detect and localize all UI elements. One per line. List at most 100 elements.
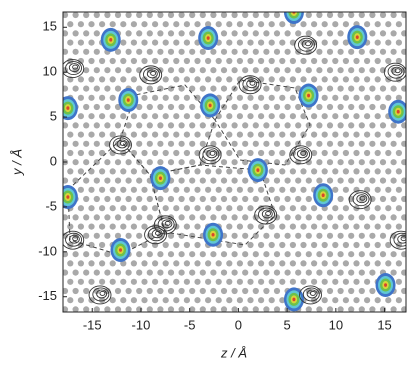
- lattice-dot: [88, 168, 95, 175]
- lattice-dot: [337, 306, 344, 312]
- lattice-dot: [99, 297, 106, 304]
- lattice-dot: [236, 241, 243, 249]
- lattice-dot: [146, 140, 153, 147]
- lattice-dot: [120, 297, 127, 304]
- lattice-dot: [332, 131, 339, 138]
- lattice-dot: [326, 48, 334, 55]
- lattice-dot: [258, 149, 265, 157]
- lattice-dot: [146, 195, 153, 203]
- lattice-dot: [311, 260, 318, 267]
- lattice-dot: [332, 297, 339, 304]
- lattice-dot: [194, 186, 201, 193]
- lattice-dot: [167, 232, 175, 239]
- lattice-dot: [268, 21, 275, 28]
- lattice-dot: [401, 177, 406, 184]
- lattice-dot: [374, 149, 381, 157]
- lattice-dot: [242, 30, 249, 37]
- lattice-dot: [311, 223, 318, 230]
- contour-level: [153, 215, 177, 235]
- lattice-dot: [247, 223, 254, 230]
- lattice-dot: [263, 251, 270, 258]
- density-blob: [298, 83, 319, 108]
- lattice-dot: [67, 241, 74, 249]
- lattice-dot: [231, 306, 238, 312]
- lattice-dot: [120, 21, 127, 28]
- lattice-dot: [220, 195, 228, 203]
- lattice-dot: [321, 21, 328, 28]
- lattice-dot: [77, 260, 84, 267]
- lattice-dot: [120, 278, 127, 285]
- lattice-dot: [348, 67, 355, 74]
- lattice-dot: [152, 149, 159, 157]
- lattice-dot: [210, 306, 217, 312]
- lattice-dot: [316, 177, 323, 184]
- lattice-dot: [231, 30, 238, 37]
- lattice-dot: [395, 149, 402, 157]
- lattice-dot: [258, 278, 265, 285]
- lattice-dot: [364, 57, 371, 65]
- density-blob: [198, 145, 222, 165]
- lattice-dot: [236, 186, 243, 193]
- lattice-dot: [157, 122, 164, 129]
- lattice-dot: [401, 195, 406, 203]
- lattice-dot: [99, 131, 106, 138]
- lattice-dot: [220, 140, 228, 147]
- lattice-dot: [236, 260, 243, 267]
- lattice-dot: [83, 251, 90, 258]
- lattice-dot: [321, 168, 328, 175]
- lattice-dot: [99, 260, 106, 267]
- lattice-dot: [205, 131, 212, 138]
- lattice-dot: [183, 39, 190, 46]
- lattice-dot: [125, 214, 132, 221]
- lattice-dot: [395, 186, 402, 193]
- lattice-dot: [157, 159, 164, 166]
- lattice-dot: [311, 241, 318, 249]
- lattice-dot: [141, 241, 148, 249]
- contour-level: [63, 59, 85, 79]
- lattice-dot: [295, 195, 302, 203]
- lattice-dot: [114, 48, 122, 55]
- lattice-dot: [83, 214, 90, 221]
- lattice-dot: [199, 85, 206, 92]
- lattice-dot: [141, 205, 148, 212]
- lattice-dot: [385, 223, 392, 230]
- lattice-dot: [183, 223, 190, 230]
- lattice-dot: [258, 241, 265, 249]
- contour-level: [139, 65, 163, 85]
- lattice-dot: [305, 214, 312, 221]
- lattice-dot: [374, 168, 381, 175]
- lattice-dot: [189, 269, 196, 276]
- lattice-dot: [189, 103, 196, 111]
- lattice-dot: [385, 241, 392, 249]
- lattice-dot: [268, 76, 275, 83]
- lattice-dot: [242, 177, 249, 184]
- lattice-dot: [77, 39, 84, 46]
- lattice-dot: [146, 85, 153, 92]
- lattice-dot: [342, 278, 349, 285]
- lattice-dot: [104, 103, 111, 111]
- lattice-dot: [109, 297, 116, 304]
- y-axis-title: y / Å: [9, 149, 24, 176]
- lattice-dot: [114, 214, 122, 221]
- lattice-dot: [273, 67, 281, 74]
- lattice-dot: [162, 241, 169, 249]
- contour-level: [389, 230, 406, 250]
- lattice-dot: [379, 122, 387, 129]
- lattice-dot: [258, 297, 265, 304]
- lattice-dot: [390, 251, 397, 258]
- density-blob: [383, 62, 406, 82]
- lattice-dot: [279, 76, 286, 83]
- lattice-dot: [130, 278, 137, 285]
- lattice-dot: [311, 149, 318, 157]
- lattice-dot: [167, 140, 175, 147]
- lattice-dot: [252, 251, 259, 258]
- lattice-dot: [146, 269, 153, 276]
- lattice-dot: [88, 94, 95, 101]
- lattice-dot: [194, 278, 201, 285]
- lattice-dot: [273, 48, 281, 55]
- lattice-dot: [379, 30, 387, 37]
- lattice-dot: [353, 278, 360, 285]
- lattice-dot: [220, 214, 228, 221]
- lattice-dot: [215, 76, 222, 83]
- lattice-dot: [231, 269, 238, 276]
